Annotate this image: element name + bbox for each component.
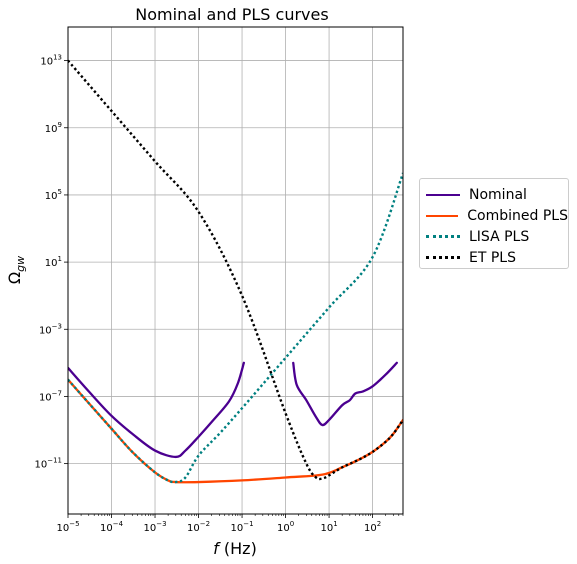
y-tick-label: 1013 [40, 54, 62, 68]
x-tick-label: 10−2 [187, 520, 210, 534]
legend-swatch [426, 214, 459, 217]
x-tick-label: 10−5 [56, 520, 79, 534]
legend-label: LISA PLS [469, 228, 530, 245]
legend-label: ET PLS [469, 249, 516, 266]
x-tick-label: 10−1 [231, 520, 254, 534]
legend-swatch [426, 235, 460, 238]
chart-title: Nominal and PLS curves [135, 5, 328, 24]
grid [64, 27, 404, 518]
y-tick-labels: 1013 109 105 101 10−3 10−7 10−11 [34, 54, 62, 471]
legend-label: Combined PLS [467, 207, 568, 224]
y-tick-label: 101 [45, 255, 62, 269]
x-tick-label: 102 [364, 520, 381, 534]
plot-frame [67, 26, 404, 515]
legend: Nominal Combined PLS LISA PLS ET PLS [419, 178, 569, 269]
legend-swatch [426, 193, 460, 196]
x-tick-label: 101 [320, 520, 337, 534]
legend-item-et-pls: ET PLS [426, 247, 568, 268]
series-line-nominal [68, 361, 245, 459]
y-tick-label: 10−11 [34, 457, 62, 471]
series-line-nominal [292, 361, 398, 427]
series-line-lisa-pls [68, 172, 403, 484]
y-tick-label: 105 [45, 188, 62, 202]
legend-label: Nominal [469, 186, 527, 203]
legend-item-lisa-pls: LISA PLS [426, 226, 568, 247]
legend-swatch [426, 256, 460, 259]
x-tick-label: 10−4 [100, 520, 124, 534]
y-axis-label: Ωgw [5, 256, 27, 284]
y-tick-label: 10−3 [39, 322, 62, 336]
legend-item-nominal: Nominal [426, 184, 568, 205]
plot-lines [68, 59, 403, 484]
x-tick-labels: 10−5 10−4 10−3 10−2 10−1 100 101 102 [56, 520, 381, 534]
legend-item-combined-pls: Combined PLS [426, 205, 568, 226]
x-tick-label: 100 [277, 520, 294, 534]
x-axis-label: f (Hz) [213, 539, 257, 558]
y-tick-label: 10−7 [39, 389, 62, 403]
series-line-et-pls [68, 59, 403, 481]
x-tick-label: 10−3 [143, 520, 166, 534]
y-tick-label: 109 [45, 121, 62, 135]
